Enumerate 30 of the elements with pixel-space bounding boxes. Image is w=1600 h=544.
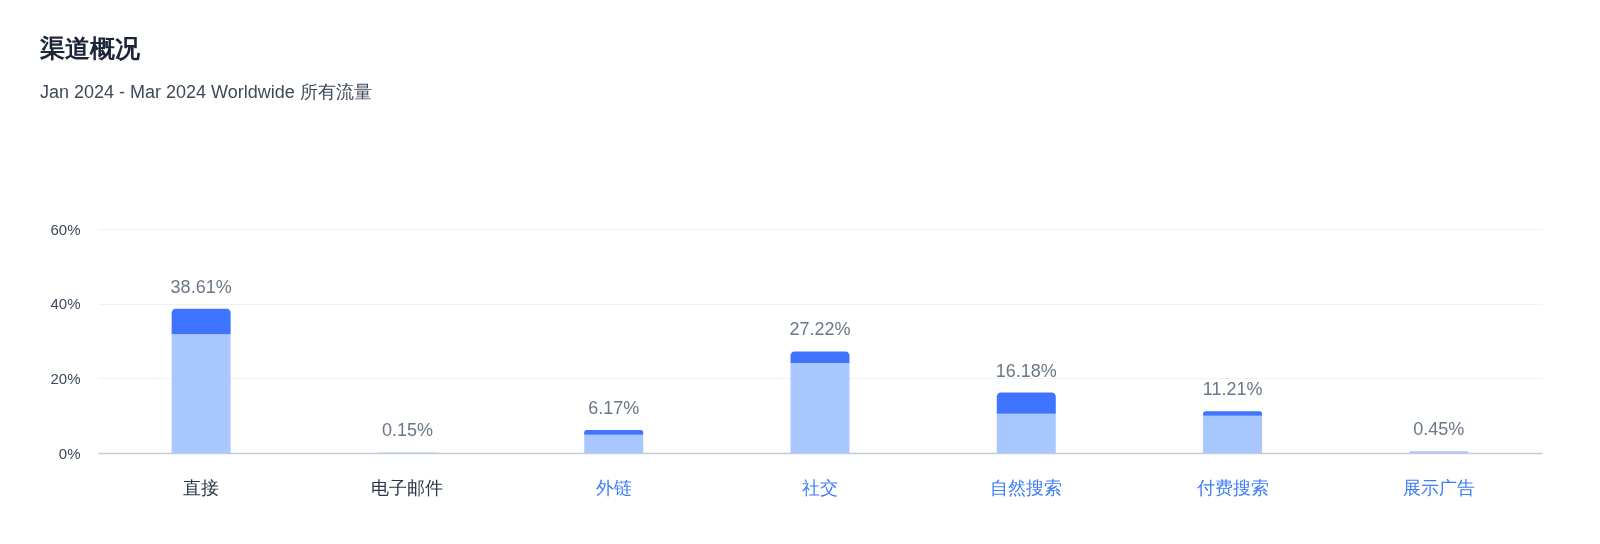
bar [584, 434, 644, 453]
x-tick-label: 展示广告 [1402, 477, 1475, 498]
chart-title: 渠道概况 [39, 34, 141, 62]
total-label: 38.61% [170, 276, 232, 297]
y-tick-label: 40% [50, 295, 81, 313]
bar [790, 351, 850, 364]
chart-subtitle: Jan 2024 - Mar 2024 Worldwide 所有流量 [40, 82, 372, 102]
x-tick-label: 电子邮件 [371, 477, 444, 498]
x-tick-label: 外链 [595, 477, 632, 498]
bar [171, 308, 231, 335]
total-label: 0.15% [381, 420, 433, 441]
x-tick-label: 直接 [183, 477, 220, 498]
bar [584, 429, 644, 435]
bar [996, 392, 1056, 414]
y-tick-label: 0% [58, 444, 81, 462]
x-tick-label: 付费搜索 [1195, 477, 1269, 498]
bar [1203, 415, 1263, 453]
total-label: 0.45% [1413, 419, 1465, 440]
y-tick-label: 60% [50, 220, 81, 238]
bar [996, 413, 1056, 453]
y-tick-label: 20% [50, 369, 81, 387]
total-label: 6.17% [588, 397, 640, 418]
bar [171, 334, 231, 453]
x-tick-label: 自然搜索 [990, 477, 1063, 498]
total-label: 27.22% [789, 319, 851, 340]
total-label: 11.21% [1202, 379, 1263, 400]
total-label: 16.18% [995, 360, 1057, 381]
bar [790, 363, 850, 453]
x-tick-label: 社交 [802, 477, 838, 498]
bar [1203, 411, 1263, 416]
